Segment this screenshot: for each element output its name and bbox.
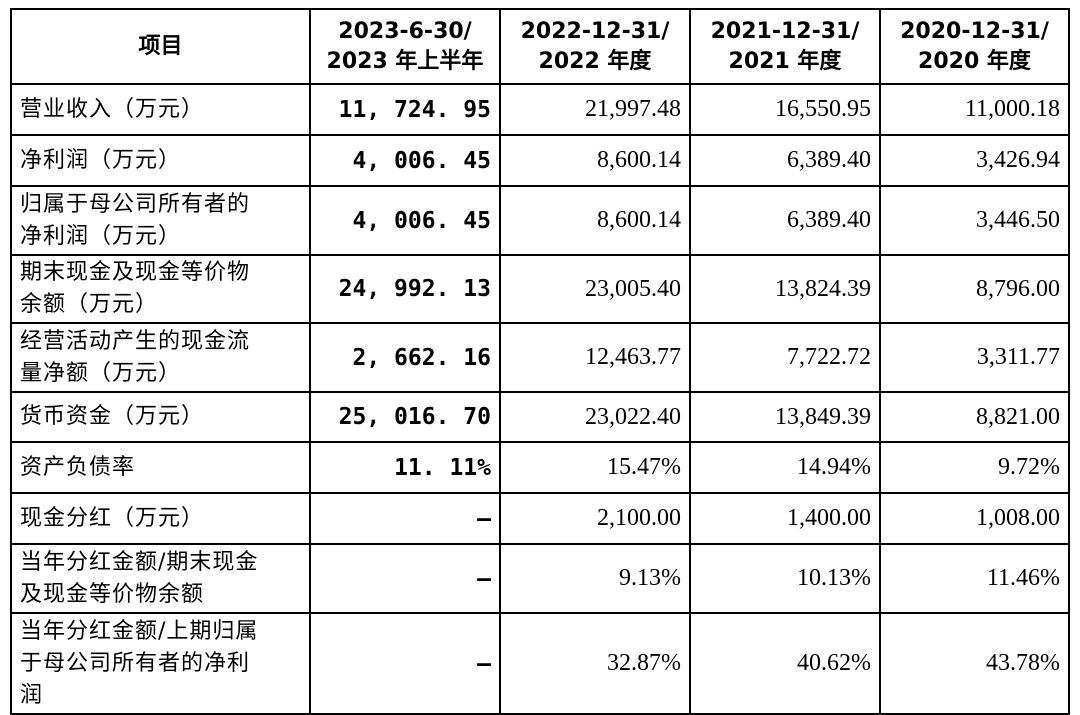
header-2023h1: 2023-6-30/ 2023 年上半年 (309, 8, 501, 85)
cell-2023h1: 24, 992. 13 (309, 254, 501, 324)
cell-2020: 11,000.18 (879, 83, 1070, 136)
header-row: 项目 2023-6-30/ 2023 年上半年 2022-12-31/ 2022… (10, 8, 1070, 85)
cell-2023h1: 4, 006. 45 (309, 185, 501, 256)
row-label: 营业收入（万元） (10, 83, 311, 136)
cell-2022: 23,005.40 (499, 254, 691, 324)
row-label: 当年分红金额/上期归属 于母公司所有者的净利 润 (10, 612, 311, 715)
table-row: 货币资金（万元） 25, 016. 70 23,022.40 13,849.39… (10, 391, 1070, 443)
cell-2020: 11.46% (879, 543, 1070, 614)
header-2020: 2020-12-31/ 2020 年度 (879, 8, 1070, 85)
table-row: 当年分红金额/期末现金 及现金等价物余额 – 9.13% 10.13% 11.4… (10, 543, 1070, 614)
cell-2021: 13,824.39 (689, 254, 881, 324)
cell-2022: 12,463.77 (499, 322, 691, 393)
row-label: 经营活动产生的现金流 量净额（万元） (10, 322, 311, 393)
row-label: 资产负债率 (10, 441, 311, 494)
financial-table: 项目 2023-6-30/ 2023 年上半年 2022-12-31/ 2022… (10, 8, 1070, 715)
cell-2021: 40.62% (689, 612, 881, 715)
cell-2022: 21,997.48 (499, 83, 691, 136)
table-row: 归属于母公司所有者的 净利润（万元） 4, 006. 45 8,600.14 6… (10, 185, 1070, 256)
cell-2020: 3,426.94 (879, 134, 1070, 187)
cell-2022: 23,022.40 (499, 391, 691, 443)
header-item: 项目 (10, 8, 311, 85)
row-label: 期末现金及现金等价物 余额（万元） (10, 254, 311, 324)
row-label: 净利润（万元） (10, 134, 311, 187)
cell-2022: 32.87% (499, 612, 691, 715)
cell-2020: 3,311.77 (879, 322, 1070, 393)
table-row: 经营活动产生的现金流 量净额（万元） 2, 662. 16 12,463.77 … (10, 322, 1070, 393)
header-2022: 2022-12-31/ 2022 年度 (499, 8, 691, 85)
cell-2021: 16,550.95 (689, 83, 881, 136)
cell-2023h1: – (309, 612, 501, 715)
cell-2022: 8,600.14 (499, 134, 691, 187)
cell-2020: 8,796.00 (879, 254, 1070, 324)
table-row: 现金分红（万元） – 2,100.00 1,400.00 1,008.00 (10, 492, 1070, 545)
cell-2023h1: – (309, 492, 501, 545)
cell-2023h1: 11. 11% (309, 441, 501, 494)
cell-2022: 15.47% (499, 441, 691, 494)
cell-2023h1: – (309, 543, 501, 614)
row-label: 归属于母公司所有者的 净利润（万元） (10, 185, 311, 256)
cell-2023h1: 25, 016. 70 (309, 391, 501, 443)
cell-2022: 8,600.14 (499, 185, 691, 256)
cell-2023h1: 2, 662. 16 (309, 322, 501, 393)
cell-2021: 7,722.72 (689, 322, 881, 393)
cell-2020: 9.72% (879, 441, 1070, 494)
row-label: 当年分红金额/期末现金 及现金等价物余额 (10, 543, 311, 614)
cell-2020: 3,446.50 (879, 185, 1070, 256)
cell-2023h1: 11, 724. 95 (309, 83, 501, 136)
table-row: 净利润（万元） 4, 006. 45 8,600.14 6,389.40 3,4… (10, 134, 1070, 187)
header-2021: 2021-12-31/ 2021 年度 (689, 8, 881, 85)
cell-2022: 2,100.00 (499, 492, 691, 545)
cell-2021: 13,849.39 (689, 391, 881, 443)
cell-2021: 6,389.40 (689, 185, 881, 256)
cell-2021: 10.13% (689, 543, 881, 614)
cell-2022: 9.13% (499, 543, 691, 614)
cell-2021: 1,400.00 (689, 492, 881, 545)
row-label: 现金分红（万元） (10, 492, 311, 545)
row-label: 货币资金（万元） (10, 391, 311, 443)
table-row: 资产负债率 11. 11% 15.47% 14.94% 9.72% (10, 441, 1070, 494)
cell-2021: 6,389.40 (689, 134, 881, 187)
cell-2021: 14.94% (689, 441, 881, 494)
cell-2020: 8,821.00 (879, 391, 1070, 443)
cell-2020: 1,008.00 (879, 492, 1070, 545)
table-row: 当年分红金额/上期归属 于母公司所有者的净利 润 – 32.87% 40.62%… (10, 612, 1070, 715)
cell-2023h1: 4, 006. 45 (309, 134, 501, 187)
table-row: 期末现金及现金等价物 余额（万元） 24, 992. 13 23,005.40 … (10, 254, 1070, 324)
table-row: 营业收入（万元） 11, 724. 95 21,997.48 16,550.95… (10, 83, 1070, 136)
cell-2020: 43.78% (879, 612, 1070, 715)
